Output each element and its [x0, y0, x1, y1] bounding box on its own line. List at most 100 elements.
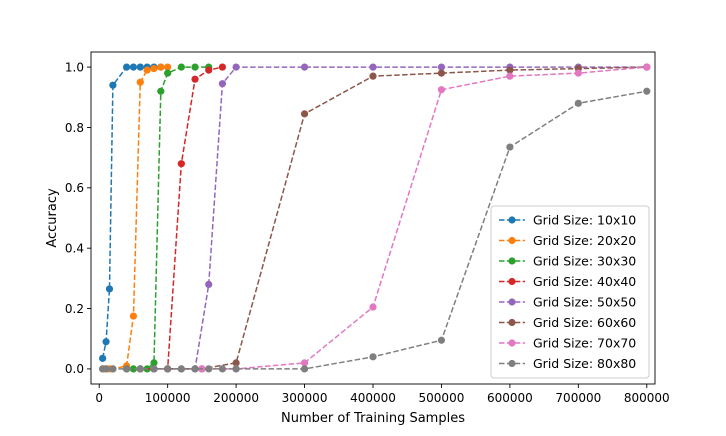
data-point	[437, 69, 446, 77]
data-point	[218, 63, 227, 71]
legend-label: Grid Size: 80x80	[533, 356, 636, 371]
x-axis-label: Number of Training Samples	[281, 411, 465, 426]
legend-box	[490, 205, 650, 379]
series-layer	[99, 63, 651, 373]
data-point	[143, 66, 151, 74]
legend-label: Grid Size: 70x70	[533, 336, 636, 351]
y-tick-label: 0.8	[65, 121, 84, 135]
data-point	[369, 353, 377, 361]
series-0	[99, 63, 165, 362]
data-point	[205, 66, 213, 74]
legend-item: Grid Size: 10x10	[499, 213, 636, 228]
data-point	[136, 365, 144, 373]
legend-label: Grid Size: 10x10	[533, 213, 636, 228]
x-tick-label: 600000	[487, 391, 533, 405]
data-point	[205, 365, 213, 373]
legend-marker	[508, 236, 516, 245]
data-point	[574, 69, 582, 77]
y-axis-label: Accuracy	[45, 188, 60, 248]
data-point	[205, 280, 213, 288]
legend-marker	[508, 277, 516, 286]
data-point	[300, 359, 309, 367]
legend-marker	[508, 216, 516, 224]
data-point	[232, 365, 240, 373]
legend-item: Grid Size: 50x50	[499, 295, 636, 310]
data-point	[191, 63, 199, 71]
data-point	[102, 365, 110, 373]
legend-item: Grid Size: 60x60	[499, 315, 636, 330]
data-point	[232, 359, 240, 367]
legend-marker	[508, 359, 516, 368]
x-tick-label: 300000	[282, 391, 328, 405]
data-point	[574, 99, 582, 107]
data-point	[129, 312, 138, 320]
data-point	[109, 365, 117, 373]
data-point	[177, 160, 185, 168]
data-point	[191, 365, 199, 373]
data-point	[105, 285, 114, 293]
legend-item: Grid Size: 20x20	[499, 233, 636, 248]
data-point	[122, 63, 131, 71]
data-point	[232, 63, 240, 71]
data-point	[369, 303, 377, 311]
x-tick-label: 200000	[213, 391, 259, 405]
data-point	[506, 143, 514, 151]
data-point	[150, 65, 158, 73]
data-point	[643, 87, 651, 95]
data-point	[164, 63, 172, 71]
data-point	[369, 72, 377, 80]
data-point	[177, 63, 185, 71]
data-point	[122, 365, 131, 373]
data-point	[300, 110, 309, 118]
data-point	[150, 359, 158, 367]
data-point	[129, 365, 138, 373]
axes-layer: 0 100000 200000 300000 400000 500000 600000 700…	[65, 51, 670, 405]
data-point	[506, 72, 514, 80]
data-point	[300, 365, 309, 373]
data-point	[506, 66, 514, 74]
legend-label: Grid Size: 20x20	[533, 233, 636, 248]
data-point	[437, 86, 446, 94]
legend-marker	[508, 298, 516, 306]
legend-item: Grid Size: 40x40	[499, 274, 636, 289]
y-tick-label: 0.2	[65, 302, 84, 316]
legend-marker	[508, 318, 516, 327]
data-point	[136, 63, 144, 71]
data-point	[150, 365, 158, 373]
legend-label: Grid Size: 60x60	[533, 315, 636, 330]
data-point	[300, 63, 309, 71]
x-tick-label: 800000	[624, 391, 670, 405]
x-tick-label: 400000	[350, 391, 396, 405]
data-point	[129, 63, 138, 71]
data-point	[157, 87, 165, 95]
legend-marker	[508, 339, 516, 347]
data-point	[99, 354, 107, 362]
y-tick-label: 1.0	[65, 60, 84, 74]
data-point	[164, 69, 172, 77]
data-point	[164, 365, 172, 373]
legend-label: Grid Size: 50x50	[533, 295, 636, 310]
legend-label: Grid Size: 30x30	[533, 254, 636, 269]
x-tick-label: 0	[95, 391, 103, 405]
legend: Grid Size: 10x10 Grid Size: 20x20 Grid Siz…	[490, 205, 650, 379]
legend-item: Grid Size: 80x80	[499, 356, 636, 371]
data-point	[102, 338, 110, 346]
x-tick-label: 100000	[145, 391, 191, 405]
data-point	[109, 81, 117, 89]
legend-item: Grid Size: 70x70	[499, 336, 636, 351]
data-point	[643, 63, 651, 71]
data-point	[218, 80, 227, 88]
data-point	[157, 63, 165, 71]
legend-label: Grid Size: 40x40	[533, 274, 636, 289]
y-tick-label: 0.4	[65, 241, 84, 255]
x-tick-label: 500000	[419, 391, 465, 405]
legend-item: Grid Size: 30x30	[499, 254, 636, 269]
data-point	[177, 365, 185, 373]
y-tick-label: 0.6	[65, 181, 84, 195]
data-point	[191, 75, 199, 83]
data-point	[136, 78, 144, 86]
data-point	[437, 63, 446, 71]
series-7	[99, 87, 651, 373]
series-line	[201, 66, 647, 370]
